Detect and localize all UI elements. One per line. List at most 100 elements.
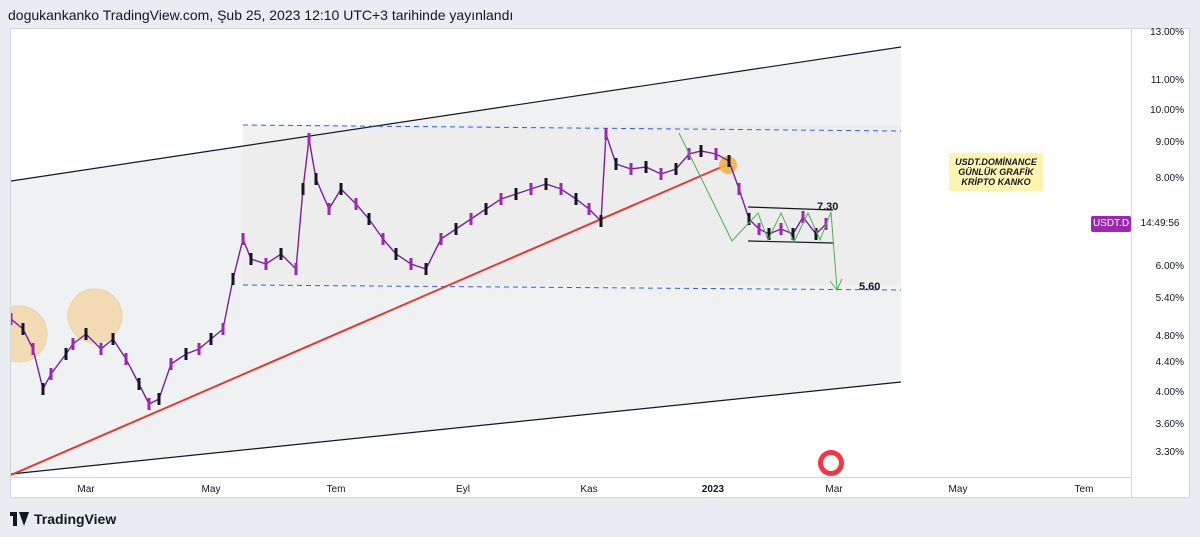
price-candle bbox=[614, 158, 618, 170]
price-candle bbox=[737, 183, 741, 195]
support-dashed-line bbox=[242, 284, 902, 291]
trend-line bbox=[11, 164, 727, 476]
time-axis[interactable]: Mar May Tem Eyl Kas 2023 Mar May Tem bbox=[11, 477, 1131, 498]
price-candle bbox=[659, 168, 663, 180]
price-candle bbox=[84, 328, 88, 340]
price-label: 4.00% bbox=[1155, 387, 1184, 398]
price-label: 10.00% bbox=[1150, 105, 1184, 116]
flag-center bbox=[823, 455, 839, 471]
price-candle bbox=[394, 248, 398, 260]
price-candle bbox=[559, 183, 563, 195]
price-candle bbox=[801, 211, 805, 223]
price-candle bbox=[314, 173, 318, 185]
price-candle bbox=[301, 183, 305, 195]
price-candle bbox=[454, 223, 458, 235]
time-label: Eyl bbox=[456, 484, 470, 495]
publish-info: dogukankanko TradingView.com, Şub 25, 20… bbox=[8, 7, 514, 23]
price-candle bbox=[11, 313, 13, 325]
projection-path bbox=[678, 132, 838, 290]
publish-header: dogukankanko TradingView.com, Şub 25, 20… bbox=[0, 0, 1200, 28]
price-candle bbox=[757, 223, 761, 235]
tradingview-logo-icon[interactable] bbox=[10, 512, 30, 526]
time-label: 2023 bbox=[701, 484, 725, 495]
price-candle bbox=[514, 188, 518, 200]
price-candle bbox=[157, 393, 161, 405]
note-line1: USDT.DOMİNANCE bbox=[955, 157, 1037, 167]
price-candle bbox=[574, 193, 578, 205]
price-label: 11.00% bbox=[1150, 75, 1184, 86]
note-line2: GÜNLÜK GRAFİK bbox=[958, 167, 1034, 177]
price-candle bbox=[339, 183, 343, 195]
price-candle bbox=[629, 163, 633, 175]
price-candle bbox=[41, 383, 45, 395]
price-axis[interactable]: 13.00% 11.00% 10.00% 9.00% 8.00% 6.00% 5… bbox=[1131, 27, 1190, 497]
price-label: 5.40% bbox=[1155, 293, 1184, 304]
price-label: 8.00% bbox=[1155, 173, 1184, 184]
time-label: Kas bbox=[580, 484, 598, 495]
price-candle bbox=[779, 223, 783, 235]
price-candle bbox=[327, 203, 331, 215]
time-label: Mar bbox=[77, 484, 95, 495]
price-candle bbox=[747, 213, 751, 225]
level-target-label: 5.60 bbox=[859, 281, 881, 293]
bar-countdown: 14:49:56 bbox=[1132, 216, 1188, 232]
price-candle bbox=[294, 263, 298, 275]
price-candle bbox=[354, 198, 358, 210]
price-candle bbox=[409, 258, 413, 270]
price-candle bbox=[439, 233, 443, 245]
price-candle bbox=[381, 233, 385, 245]
price-candle bbox=[124, 353, 128, 365]
chart-note: USDT.DOMİNANCE GÜNLÜK GRAFİK KRİPTO KANK… bbox=[949, 153, 1043, 191]
price-candle bbox=[21, 323, 25, 335]
price-candle bbox=[529, 183, 533, 195]
price-candle bbox=[137, 378, 141, 390]
price-candle bbox=[184, 348, 188, 360]
price-label: 3.30% bbox=[1155, 447, 1184, 458]
time-label: Tem bbox=[326, 484, 346, 495]
flag-top-line bbox=[747, 206, 834, 211]
price-candle bbox=[674, 163, 678, 175]
price-candle bbox=[241, 233, 245, 245]
time-label: Tem bbox=[1074, 484, 1094, 495]
price-candle bbox=[814, 228, 818, 240]
price-candle bbox=[484, 203, 488, 215]
price-label: 9.00% bbox=[1155, 137, 1184, 148]
price-candle bbox=[714, 148, 718, 160]
price-candle bbox=[169, 358, 173, 370]
footer: TradingView bbox=[0, 502, 1200, 537]
price-candle bbox=[111, 333, 115, 345]
price-candle bbox=[64, 348, 68, 360]
price-candle bbox=[307, 133, 311, 145]
price-candle bbox=[147, 398, 151, 410]
chart-container[interactable]: USDT.DOMİNANCE GÜNLÜK GRAFİK KRİPTO KANK… bbox=[10, 27, 1190, 498]
price-candle bbox=[587, 203, 591, 215]
highlight-circle-left bbox=[11, 305, 48, 363]
level-high-label: 7.30 bbox=[817, 201, 839, 213]
price-candle bbox=[727, 155, 731, 167]
price-candle bbox=[644, 161, 648, 173]
price-candle bbox=[699, 145, 703, 157]
resistance-dashed-line bbox=[242, 124, 902, 132]
price-candle bbox=[367, 213, 371, 225]
price-candle bbox=[231, 273, 235, 285]
range-box bbox=[243, 125, 901, 285]
price-candle bbox=[221, 323, 225, 335]
price-candle bbox=[424, 263, 428, 275]
brand-name[interactable]: TradingView bbox=[34, 511, 117, 527]
flag-bottom-line bbox=[747, 240, 834, 244]
time-label: May bbox=[201, 484, 221, 495]
price-chart[interactable] bbox=[11, 29, 1131, 477]
price-candle bbox=[71, 338, 75, 350]
time-label: Mar bbox=[825, 484, 843, 495]
price-label: 6.00% bbox=[1155, 261, 1184, 272]
price-candle bbox=[599, 215, 603, 227]
note-line3: KRİPTO KANKO bbox=[961, 177, 1031, 187]
price-candle bbox=[249, 253, 253, 265]
us-flag-icon[interactable] bbox=[818, 450, 844, 476]
chart-plot[interactable]: USDT.DOMİNANCE GÜNLÜK GRAFİK KRİPTO KANK… bbox=[11, 29, 1131, 477]
symbol-tag: USDT.D bbox=[1091, 216, 1131, 232]
price-candle bbox=[31, 343, 35, 355]
price-label: 3.60% bbox=[1155, 419, 1184, 430]
price-label: 13.00% bbox=[1150, 27, 1184, 38]
price-candle bbox=[544, 178, 548, 190]
